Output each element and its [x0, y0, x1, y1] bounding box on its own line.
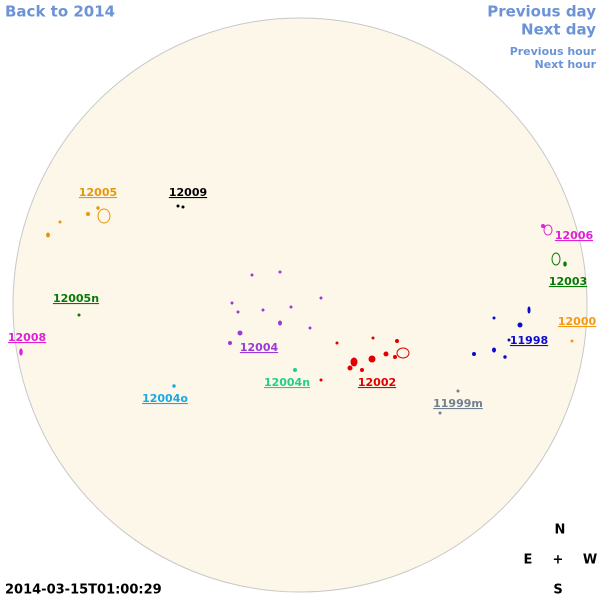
sunspot: [228, 341, 232, 345]
sunspot: [438, 411, 442, 415]
sunspot: [86, 212, 90, 216]
sunspot: [237, 330, 243, 336]
back-link[interactable]: Back to 2014: [5, 3, 115, 21]
region-label[interactable]: 12006: [555, 229, 594, 242]
region-label[interactable]: 12005: [79, 186, 117, 199]
sunspot: [507, 338, 511, 342]
sunspot: [371, 336, 375, 340]
sunspot: [261, 308, 265, 312]
sunspot: [319, 296, 323, 300]
next-hour-link[interactable]: Next hour: [535, 58, 597, 71]
sunspot: [503, 355, 507, 359]
solar-disc: [12, 17, 588, 593]
region-label[interactable]: 12004o: [142, 392, 188, 405]
previous-day-link[interactable]: Previous day: [487, 3, 596, 21]
region-label[interactable]: 11998: [510, 334, 548, 347]
sunspot: [230, 301, 234, 305]
region-label[interactable]: 12004: [240, 341, 279, 354]
sunspot: [278, 320, 282, 326]
region-label[interactable]: 12008: [8, 331, 46, 344]
sunspot: [172, 384, 176, 388]
sunspot: [563, 261, 567, 267]
sunspot: [97, 208, 111, 224]
compass-north: N: [555, 523, 566, 538]
sunspot: [395, 339, 399, 343]
sunspot: [383, 351, 389, 357]
sunspot: [543, 224, 553, 236]
sunspot: [393, 355, 397, 359]
region-label[interactable]: 12004n: [264, 376, 310, 389]
sunspot: [319, 378, 323, 382]
sunspot: [472, 352, 476, 356]
sunspot: [396, 347, 410, 359]
sunspot: [19, 348, 23, 356]
previous-hour-link[interactable]: Previous hour: [510, 45, 597, 58]
sunspot: [58, 220, 62, 224]
sunspot: [278, 270, 282, 274]
next-day-link[interactable]: Next day: [521, 21, 596, 39]
sunspot: [250, 273, 254, 277]
sunspot: [527, 306, 531, 314]
compass-south: S: [553, 583, 562, 598]
sunspot: [360, 368, 364, 372]
sunspot: [517, 322, 523, 328]
sunspot: [492, 347, 496, 353]
region-label[interactable]: 11999m: [433, 397, 483, 410]
region-label[interactable]: 12003: [549, 275, 587, 288]
sunspot: [347, 365, 353, 371]
sunspot: [181, 205, 185, 209]
compass-center: +: [553, 553, 564, 568]
sunspot: [308, 326, 312, 330]
region-label[interactable]: 12009: [169, 186, 207, 199]
sunspot: [541, 224, 545, 228]
sunspot: [570, 339, 574, 343]
compass-east: E: [524, 553, 533, 568]
sunspot: [335, 341, 339, 345]
region-label[interactable]: 12000: [558, 315, 597, 328]
sunspot: [176, 204, 180, 208]
sunspot: [551, 252, 561, 266]
region-label[interactable]: 12005n: [53, 292, 99, 305]
sunspot: [46, 232, 50, 238]
region-label[interactable]: 12002: [358, 376, 396, 389]
sunspot: [368, 355, 376, 363]
sunspot: [293, 368, 297, 372]
sunspot: [456, 389, 460, 393]
timestamp: 2014-03-15T01:00:29: [5, 583, 162, 598]
sunspot: [350, 357, 358, 367]
sunspot: [96, 206, 100, 210]
compass-west: W: [583, 553, 597, 568]
sunspot: [492, 316, 496, 320]
sunspot: [289, 305, 293, 309]
sunspot: [236, 310, 240, 314]
sunspot: [77, 313, 81, 317]
